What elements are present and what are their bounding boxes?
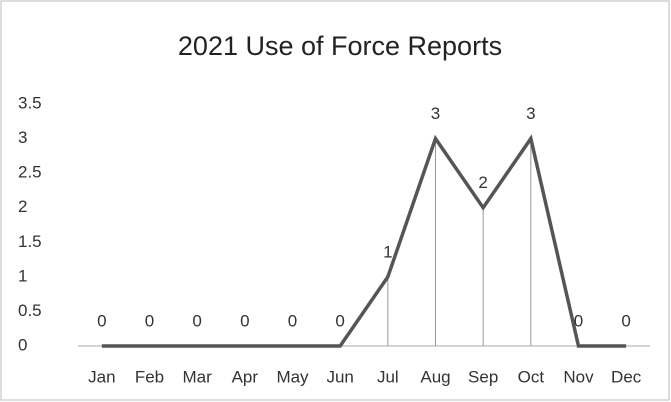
data-label: 0 xyxy=(621,311,630,330)
x-tick-label: Mar xyxy=(183,367,213,386)
data-label: 0 xyxy=(97,311,106,330)
data-label: 0 xyxy=(288,311,297,330)
y-tick-label: 1 xyxy=(18,266,27,285)
x-tick-label: Dec xyxy=(611,367,642,386)
x-tick-label: Sep xyxy=(468,367,498,386)
y-tick-label: 3 xyxy=(18,128,27,147)
data-label: 0 xyxy=(145,311,154,330)
series-line xyxy=(101,134,627,348)
y-tick-label: 2.5 xyxy=(18,163,42,182)
x-tick-label: May xyxy=(276,367,309,386)
y-tick-label: 2 xyxy=(18,197,27,216)
x-tick-label: Apr xyxy=(232,367,259,386)
x-tick-label: Nov xyxy=(563,367,594,386)
data-label: 2 xyxy=(478,173,487,192)
x-tick-label: Jan xyxy=(88,367,115,386)
y-tick-label: 1.5 xyxy=(18,232,42,251)
data-label: 3 xyxy=(431,104,440,123)
x-tick-label: Aug xyxy=(420,367,450,386)
x-tick-label: Feb xyxy=(135,367,164,386)
y-tick-label: 3.5 xyxy=(18,93,42,112)
y-tick-label: 0 xyxy=(18,335,27,354)
data-label: 0 xyxy=(574,311,583,330)
data-label: 0 xyxy=(240,311,249,330)
data-label: 3 xyxy=(526,104,535,123)
chart-title: 2021 Use of Force Reports xyxy=(178,31,502,61)
data-label: 1 xyxy=(383,242,392,261)
x-tick-label: Jun xyxy=(326,367,353,386)
x-tick-label: Oct xyxy=(518,367,545,386)
x-tick-label: Jul xyxy=(377,367,399,386)
y-tick-label: 0.5 xyxy=(18,301,42,320)
data-label: 0 xyxy=(335,311,344,330)
data-label: 0 xyxy=(192,311,201,330)
